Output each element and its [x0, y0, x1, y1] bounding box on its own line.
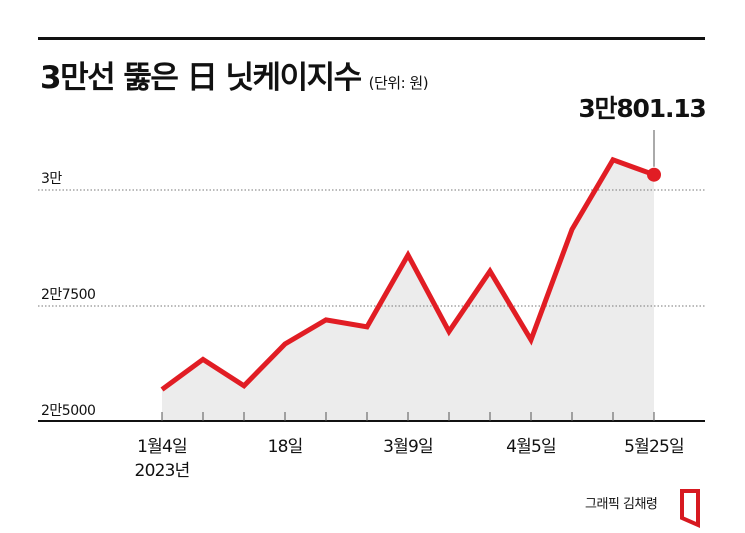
- top-rule: [38, 37, 705, 40]
- last-value-label: 3만801.13: [578, 94, 705, 123]
- x-tick-label: 5월25일: [624, 437, 684, 457]
- x-tick-sublabel: 2023년: [135, 461, 190, 481]
- area-fill: [162, 159, 654, 422]
- x-tick-label: 4월5일: [506, 437, 556, 457]
- y-tick-label: 3만: [41, 171, 62, 187]
- last-point-marker: [647, 167, 661, 182]
- x-tick-label: 3월9일: [383, 437, 433, 457]
- graphic-credit: 그래픽 김채령: [585, 497, 658, 512]
- y-tick-label: 2만7500: [41, 287, 95, 303]
- x-tick-label: 18일: [268, 437, 303, 457]
- chart-header: 3만선 뚫은 日 닛케이지수 (단위: 원): [40, 52, 429, 97]
- unit-label: (단위: 원): [368, 74, 429, 92]
- x-tick-label: 1월4일: [137, 437, 187, 457]
- chart-title: 3만선 뚫은 日 닛케이지수: [40, 60, 362, 96]
- y-tick-label: 2만5000: [41, 403, 95, 419]
- series-line: [160, 156, 655, 392]
